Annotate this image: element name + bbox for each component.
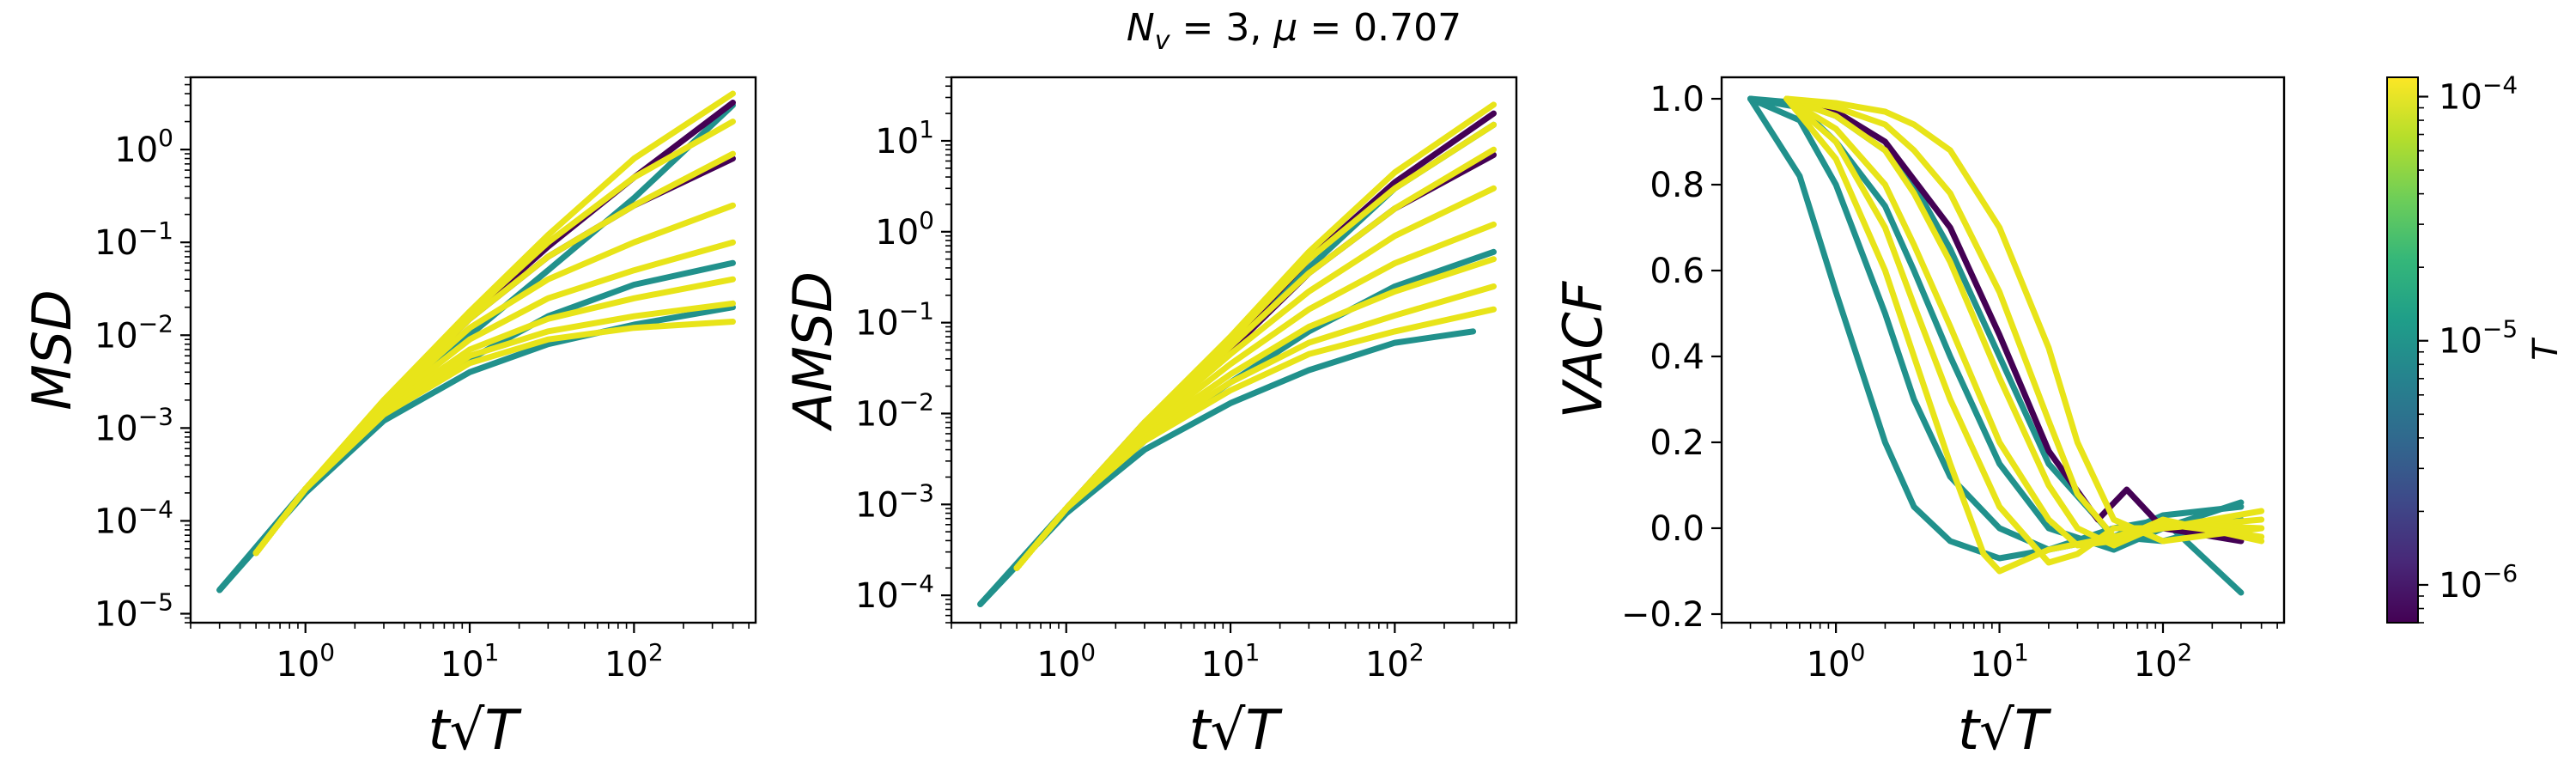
y-tick-label: 10−4 — [94, 495, 173, 541]
x-tick-label: 100 — [276, 638, 335, 685]
y-tick-label: 0.0 — [1649, 509, 1704, 549]
series-line-1 — [977, 248, 1497, 607]
x-tick-label: 101 — [1970, 638, 2029, 685]
y-tick-label: 10−2 — [94, 309, 173, 356]
amsd-panel: 100 101 102 10−4 10−3 10−2 10−1 100 101 t√T AMSD — [781, 76, 1518, 763]
x-axis-label: t√T — [1189, 699, 1284, 763]
y-tick-label: 10−5 — [94, 588, 173, 635]
series-line-12 — [1013, 306, 1497, 571]
series-line-12 — [252, 319, 736, 557]
colorbar-label: T — [2526, 337, 2566, 361]
figure-title: Nv = 3, μ = 0.707 — [1127, 6, 1461, 56]
y-tick-label: 10−1 — [94, 216, 173, 263]
series-line-5 — [1783, 95, 2265, 540]
x-axis-label: t√T — [428, 699, 523, 763]
vacf-panel: 100 101 102 −0.2 0.0 0.2 0.4 0.6 0.8 1.0 t√T VACF — [1552, 76, 2286, 763]
x-tick-label: 100 — [1807, 638, 1866, 685]
colorbar-tick-label: 10−6 — [2439, 559, 2518, 606]
x-tick-label: 101 — [440, 638, 500, 685]
colorbar: 10−6 10−5 10−4 T — [2386, 71, 2566, 624]
y-tick-label: 0.2 — [1649, 423, 1704, 463]
series-line-4 — [1783, 95, 2245, 545]
x-tick-label: 102 — [605, 638, 664, 685]
y-tick-label: 10−4 — [855, 569, 934, 616]
y-tick-label: 10−3 — [94, 402, 173, 448]
y-tick-label: 101 — [875, 115, 934, 161]
y-tick-label: 100 — [114, 124, 173, 170]
x-tick-label: 101 — [1201, 638, 1261, 685]
plot-frame — [1720, 76, 2286, 624]
series-lines — [1747, 95, 2265, 596]
y-tick-label: 100 — [875, 206, 934, 253]
colorbar-gradient — [2386, 76, 2419, 624]
y-tick-label: 10−1 — [855, 297, 934, 344]
series-line-10 — [1783, 95, 2265, 545]
y-axis-label: VACF — [1552, 280, 1614, 418]
msd-panel: 100 101 102 10−5 10−4 10−3 10−2 10−1 100 t√T MSD — [21, 76, 757, 763]
y-tick-label: 0.4 — [1649, 338, 1704, 377]
series-lines — [977, 101, 1497, 607]
x-tick-label: 102 — [1365, 638, 1425, 685]
x-tick-label: 100 — [1036, 638, 1096, 685]
y-tick-label: −0.2 — [1621, 595, 1704, 635]
colorbar-tick-label: 10−5 — [2439, 315, 2518, 362]
colorbar-tick-label: 10−4 — [2439, 71, 2518, 118]
x-tick-label: 102 — [2134, 638, 2193, 685]
series-line-9 — [1783, 95, 2265, 575]
y-axis-label: MSD — [21, 289, 83, 411]
series-line-8 — [252, 202, 736, 557]
y-tick-label: 0.8 — [1649, 166, 1704, 205]
y-tick-label: 1.0 — [1649, 80, 1704, 119]
x-axis-label: t√T — [1958, 699, 2052, 763]
y-tick-label: 0.6 — [1649, 252, 1704, 291]
y-axis-label: AMSD — [781, 271, 844, 432]
series-line-0 — [977, 328, 1477, 607]
y-tick-label: 10−2 — [855, 387, 934, 434]
series-lines — [216, 90, 736, 593]
series-line-6 — [1783, 95, 2265, 549]
y-tick-label: 10−3 — [855, 478, 934, 525]
